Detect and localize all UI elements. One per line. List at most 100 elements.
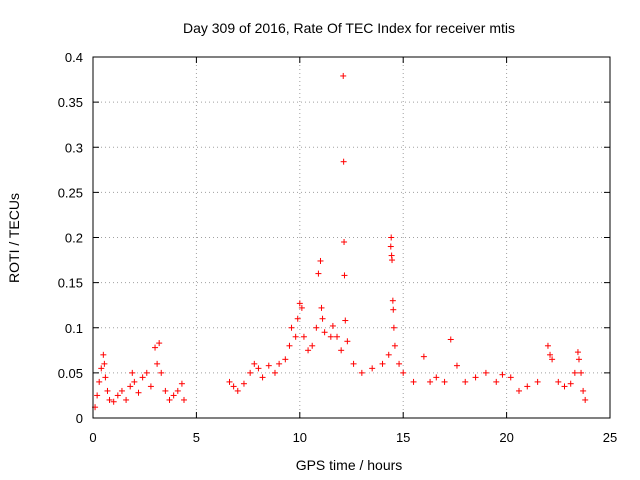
data-point bbox=[340, 158, 347, 165]
data-point bbox=[178, 380, 185, 387]
data-point bbox=[410, 378, 417, 385]
data-point bbox=[358, 369, 365, 376]
data-point bbox=[101, 360, 108, 367]
data-point bbox=[251, 360, 258, 367]
y-axis-label: ROTI / TECUs bbox=[6, 193, 22, 283]
data-point bbox=[154, 360, 161, 367]
data-point bbox=[321, 329, 328, 336]
data-point bbox=[94, 392, 101, 399]
x-tick-label: 25 bbox=[603, 430, 617, 445]
data-point bbox=[131, 378, 138, 385]
data-point bbox=[247, 369, 254, 376]
data-point bbox=[162, 387, 169, 394]
chart-title: Day 309 of 2016, Rate Of TEC Index for r… bbox=[183, 20, 515, 36]
data-point bbox=[265, 362, 272, 369]
data-point bbox=[338, 347, 345, 354]
data-point bbox=[329, 322, 336, 329]
data-point bbox=[296, 300, 303, 307]
data-point bbox=[340, 72, 347, 79]
data-point bbox=[135, 389, 142, 396]
data-point bbox=[524, 383, 531, 390]
data-point bbox=[472, 374, 479, 381]
data-point bbox=[555, 378, 562, 385]
data-point bbox=[482, 369, 489, 376]
data-point bbox=[389, 297, 396, 304]
data-point bbox=[571, 369, 578, 376]
data-point bbox=[123, 396, 130, 403]
y-tick-label: 0.25 bbox=[58, 185, 83, 200]
data-point bbox=[98, 365, 105, 372]
data-point bbox=[96, 378, 103, 385]
data-point bbox=[129, 369, 136, 376]
data-point bbox=[300, 333, 307, 340]
data-point bbox=[547, 351, 554, 358]
data-point bbox=[230, 383, 237, 390]
data-point bbox=[390, 306, 397, 313]
data-point bbox=[317, 257, 324, 264]
x-tick-label: 5 bbox=[193, 430, 200, 445]
y-tick-labels: 0 0.05 0.1 0.15 0.2 0.25 0.3 0.35 0.4 bbox=[58, 50, 83, 426]
data-point bbox=[342, 317, 349, 324]
data-point bbox=[344, 338, 351, 345]
data-point bbox=[389, 257, 396, 264]
data-point bbox=[549, 356, 556, 363]
data-point bbox=[534, 378, 541, 385]
x-tick-label: 0 bbox=[89, 430, 96, 445]
x-tick-label: 20 bbox=[499, 430, 513, 445]
data-point bbox=[143, 369, 150, 376]
data-point bbox=[147, 383, 154, 390]
data-point bbox=[292, 333, 299, 340]
y-tick-label: 0 bbox=[76, 411, 83, 426]
data-point bbox=[114, 392, 121, 399]
data-point bbox=[582, 396, 589, 403]
data-point bbox=[118, 387, 125, 394]
data-point bbox=[106, 396, 113, 403]
data-point bbox=[282, 356, 289, 363]
x-tick-label: 10 bbox=[293, 430, 307, 445]
data-point bbox=[390, 324, 397, 331]
data-point bbox=[493, 378, 500, 385]
data-point bbox=[276, 360, 283, 367]
data-point bbox=[102, 374, 109, 381]
y-tick-label: 0.35 bbox=[58, 95, 83, 110]
data-point bbox=[420, 353, 427, 360]
data-point bbox=[574, 349, 581, 356]
data-point bbox=[341, 239, 348, 246]
data-point bbox=[174, 387, 181, 394]
data-point bbox=[234, 387, 241, 394]
data-point bbox=[110, 398, 117, 405]
data-point bbox=[156, 340, 163, 347]
data-point bbox=[288, 324, 295, 331]
data-point bbox=[447, 336, 454, 343]
data-point bbox=[240, 380, 247, 387]
data-point bbox=[350, 360, 357, 367]
y-tick-label: 0.15 bbox=[58, 276, 83, 291]
data-point bbox=[127, 383, 134, 390]
data-point bbox=[100, 351, 107, 358]
data-point bbox=[259, 374, 266, 381]
data-point bbox=[170, 392, 177, 399]
data-point bbox=[400, 369, 407, 376]
data-point bbox=[226, 378, 233, 385]
data-point bbox=[158, 369, 165, 376]
data-point bbox=[388, 234, 395, 241]
data-point bbox=[499, 371, 506, 378]
data-point bbox=[315, 270, 322, 277]
data-point bbox=[319, 315, 326, 322]
y-tick-label: 0.4 bbox=[65, 50, 83, 65]
data-point bbox=[152, 344, 159, 351]
data-point bbox=[180, 396, 187, 403]
axis-ticks bbox=[92, 56, 611, 419]
y-tick-label: 0.1 bbox=[65, 321, 83, 336]
data-point bbox=[544, 342, 551, 349]
data-point bbox=[369, 365, 376, 372]
data-point bbox=[507, 374, 514, 381]
data-point bbox=[341, 272, 348, 279]
x-tick-labels: 0 5 10 15 20 25 bbox=[89, 430, 617, 445]
data-point bbox=[453, 362, 460, 369]
x-axis-label: GPS time / hours bbox=[296, 457, 403, 473]
data-point bbox=[318, 304, 325, 311]
y-tick-label: 0.05 bbox=[58, 366, 83, 381]
data-point bbox=[433, 374, 440, 381]
data-point bbox=[396, 360, 403, 367]
